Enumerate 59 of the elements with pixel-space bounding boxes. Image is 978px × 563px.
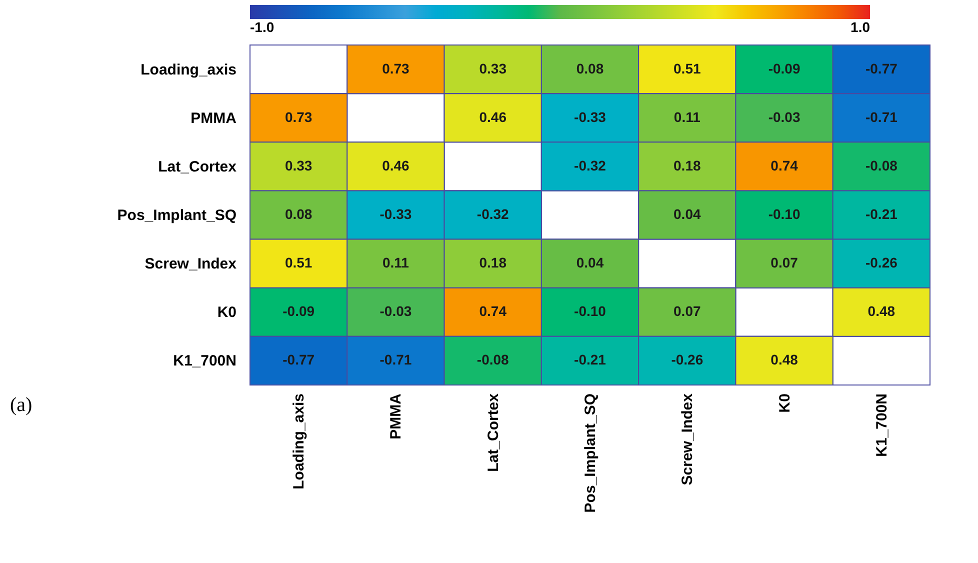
x-tick-label: PMMA [388,393,405,440]
data-label: 0.73 [382,60,410,76]
color-bar-label: -1.0 [250,19,274,35]
data-label: 0.74 [770,157,798,174]
x-tick-label: Pos_Implant_SQ [582,393,599,513]
data-label: 0.08 [576,60,604,76]
data-label: -0.33 [380,206,412,222]
data-label: 0.46 [382,157,410,174]
data-label: -0.08 [865,157,898,174]
data-label: -0.32 [476,206,510,222]
x-tick-label: Lat_Cortex [484,392,502,472]
data-label: -0.09 [282,303,315,320]
data-label: -0.77 [282,352,315,368]
data-label: -0.21 [865,206,898,222]
data-label: -0.03 [380,303,412,320]
data-label: -0.33 [574,108,606,125]
data-label: -0.08 [476,352,510,368]
color-bar-label: 1.0 [850,19,870,35]
data-label: 0.51 [674,60,701,76]
data-label: 0.33 [479,60,507,76]
data-label: 0.48 [770,352,798,368]
data-label: -0.03 [768,108,800,125]
data-label: -0.71 [865,108,898,125]
data-label: -0.71 [380,352,412,368]
data-label: -0.77 [865,60,898,76]
x-tick-label: K0 [776,394,794,413]
y-tick-label: Screw_Index [144,256,238,273]
data-label: 0.46 [479,108,507,125]
x-tick-label: K1_700N [873,394,890,457]
data-label: -0.21 [574,352,606,368]
data-label: -0.26 [865,254,898,271]
y-tick-label: Pos_Implant_SQ [117,207,237,224]
y-tick-label: Loading_axis [140,61,236,78]
data-label: 0.11 [382,254,410,271]
data-label: 0.18 [479,254,507,271]
y-tick-label: Lat_Cortex [158,158,238,176]
data-label: -0.10 [574,303,606,320]
data-label: 0.48 [868,303,896,320]
data-label: 0.07 [674,303,701,320]
data-label: 0.08 [284,206,312,222]
data-label: 0.73 [284,108,312,125]
data-label: 0.11 [674,108,701,125]
data-label: -0.09 [768,60,800,76]
data-label: -0.10 [768,206,800,222]
x-tick-label: Screw_Index [679,392,696,486]
y-tick-label: PMMA [190,110,237,127]
data-label: 0.04 [576,254,604,271]
y-tick-label: K0 [217,304,236,322]
data-label: 0.33 [284,157,312,174]
x-tick-label: Loading_axis [290,394,308,490]
y-tick-label: K1_700N [173,352,236,370]
data-label: 0.07 [770,254,798,271]
data-label: -0.32 [574,157,606,174]
data-label: 0.18 [674,157,701,174]
data-label: 0.51 [284,254,312,271]
data-label: 0.74 [479,303,507,320]
data-label: -0.26 [671,352,704,368]
data-label: 0.04 [674,206,701,222]
text: (a) [10,394,32,416]
